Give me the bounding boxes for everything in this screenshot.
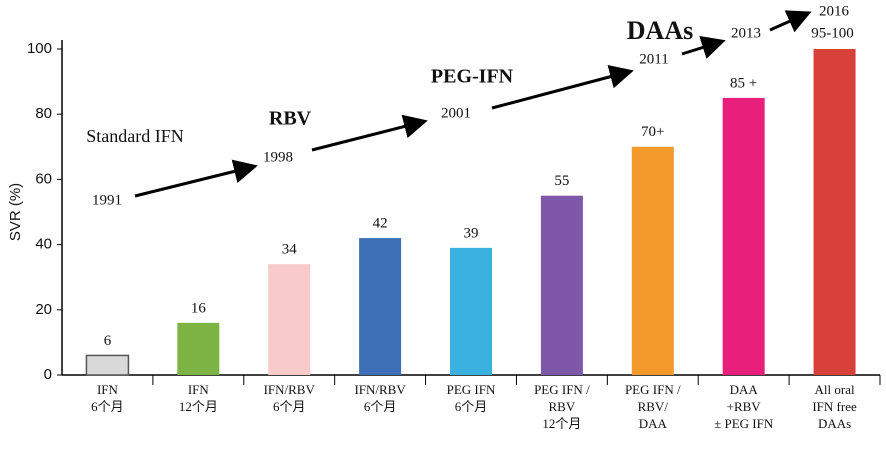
x-tick-label-line: PEG IFN /: [534, 382, 590, 397]
x-tick-label-line: DAA: [730, 382, 759, 397]
x-tick-label-line: ± PEG IFN: [714, 416, 774, 431]
x-tick-label: All oral IFN free DAAs: [812, 382, 857, 431]
value-label: 42: [373, 216, 388, 232]
x-tick-label: IFN 6个月: [91, 382, 124, 414]
x-tick-label-line: 6个月: [455, 399, 488, 414]
x-tick-label-line: DAA: [639, 416, 668, 431]
x-tick-label-line: 12个月: [179, 399, 218, 414]
x-tick-label-line: +RBV: [727, 399, 762, 414]
x-tick-label: PEG IFN / RBV/DAA: [625, 382, 681, 431]
value-label: 39: [464, 225, 479, 241]
value-label: 6: [104, 333, 112, 349]
x-tick-label: PEG IFN / RBV 12个月: [534, 382, 590, 431]
x-tick-label: PEG IFN 6个月: [447, 382, 496, 414]
bar: [268, 264, 311, 375]
x-tick-label-line: IFN: [188, 382, 210, 397]
value-label: 34: [282, 242, 298, 258]
timeline-year: 2011: [639, 51, 668, 67]
x-tick-label-line: 6个月: [364, 399, 397, 414]
x-tick-label-line: IFN/RBV: [264, 382, 316, 397]
value-label: 70+: [641, 124, 664, 140]
timeline-year: 2013: [731, 25, 761, 41]
bar: [359, 238, 402, 375]
x-tick-label-line: DAAs: [818, 416, 851, 431]
x-tick-label: DAA +RBV ± PEG IFN: [714, 382, 774, 431]
x-tick-label-line: 12个月: [542, 416, 581, 431]
x-tick-label-line: 6个月: [273, 399, 306, 414]
era-label: PEG-IFN: [431, 66, 514, 88]
x-tick-label-line: IFN free: [812, 399, 857, 414]
x-tick-label-line: 6个月: [91, 399, 124, 414]
x-tick-label-line: RBV: [549, 399, 576, 414]
y-tick-label: 60: [35, 170, 52, 187]
timeline-arrows: [134, 10, 812, 198]
x-tick-label-line: PEG IFN /: [625, 382, 681, 397]
value-label: 16: [191, 300, 207, 316]
timeline-year: 1998: [263, 149, 293, 165]
era-label: RBV: [269, 108, 312, 130]
y-tick-label: 80: [35, 105, 52, 122]
bar: [177, 322, 220, 375]
bar: [540, 195, 583, 375]
y-axis-label: SVR (%): [7, 183, 24, 241]
x-tick-label: IFN/RBV 6个月: [354, 382, 406, 414]
bar: [722, 97, 765, 376]
y-tick-label: 0: [44, 366, 52, 383]
value-label: 85 +: [730, 75, 757, 91]
x-tick-label-line: RBV/: [638, 399, 669, 414]
timeline-year: 1991: [92, 192, 122, 208]
x-tick-label: IFN 12个月: [179, 382, 218, 414]
value-label: 55: [554, 173, 569, 189]
timeline-year: 2001: [441, 105, 471, 121]
bar: [450, 247, 492, 375]
timeline-year: 2016: [819, 3, 850, 19]
bar: [813, 49, 856, 375]
x-tick-label-line: IFN/RBV: [354, 382, 406, 397]
bar: [631, 146, 674, 375]
y-tick-label: 40: [35, 236, 52, 253]
era-label: DAAs: [627, 16, 693, 45]
x-tick-label-line: PEG IFN: [447, 382, 496, 397]
era-label: Standard IFN: [86, 126, 184, 146]
y-tick-label: 20: [35, 301, 52, 318]
x-tick-label-line: All oral: [815, 382, 855, 397]
x-tick-label: IFN/RBV 6个月: [264, 382, 316, 414]
bar: [85, 354, 130, 376]
y-tick-label: 100: [27, 40, 52, 57]
x-tick-label-line: IFN: [97, 382, 119, 397]
value-label: 95-100: [811, 25, 854, 41]
